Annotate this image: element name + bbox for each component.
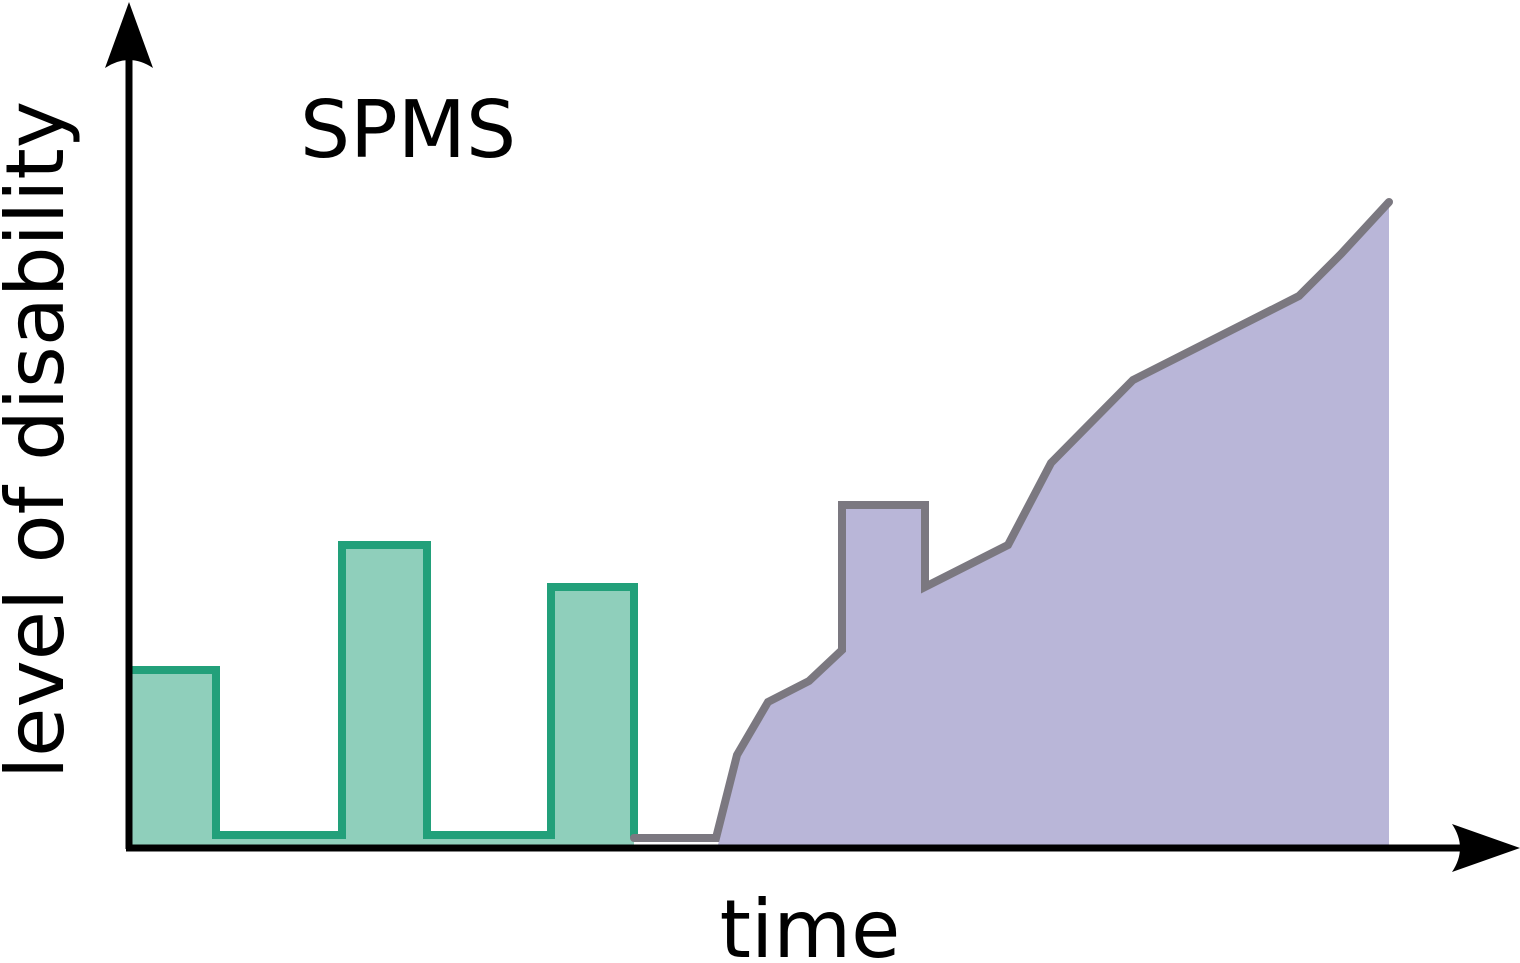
x-axis-label: time	[720, 883, 901, 963]
relapse-phase	[132, 541, 638, 845]
relapse-phase-outline	[132, 541, 638, 839]
axes	[105, 2, 1520, 872]
diagram-title: SPMS	[300, 84, 516, 176]
y-axis-arrowhead	[105, 2, 153, 68]
y-axis-label: level of disability	[0, 101, 82, 779]
x-axis-arrowhead	[1452, 824, 1520, 872]
progression-phase-outline	[630, 198, 1393, 842]
relapse-phase-fill	[132, 545, 634, 845]
progression-phase-fill	[718, 202, 1389, 845]
progression-phase	[630, 198, 1393, 845]
